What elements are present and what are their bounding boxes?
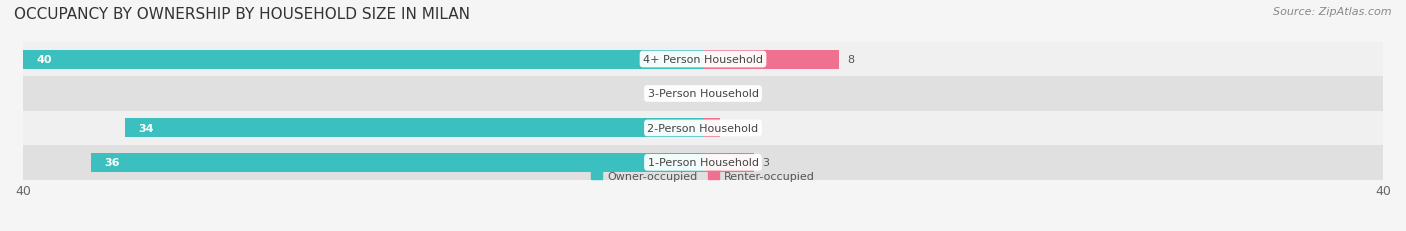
Bar: [22, 77, 1384, 111]
Text: 1-Person Household: 1-Person Household: [648, 158, 758, 168]
Text: 0: 0: [711, 89, 718, 99]
Text: 3-Person Household: 3-Person Household: [648, 89, 758, 99]
Text: 34: 34: [139, 123, 155, 133]
Bar: [22, 111, 1384, 146]
Bar: [703, 119, 720, 138]
Text: Source: ZipAtlas.com: Source: ZipAtlas.com: [1274, 7, 1392, 17]
Text: 36: 36: [104, 158, 120, 168]
Text: 3: 3: [762, 158, 769, 168]
Text: 1: 1: [728, 123, 735, 133]
Bar: [703, 50, 839, 69]
Bar: [703, 153, 754, 172]
Text: 4+ Person Household: 4+ Person Household: [643, 55, 763, 65]
Bar: [91, 153, 703, 172]
Bar: [22, 43, 1384, 77]
Text: 0: 0: [682, 89, 689, 99]
Legend: Owner-occupied, Renter-occupied: Owner-occupied, Renter-occupied: [592, 171, 814, 181]
Bar: [22, 50, 703, 69]
Text: OCCUPANCY BY OWNERSHIP BY HOUSEHOLD SIZE IN MILAN: OCCUPANCY BY OWNERSHIP BY HOUSEHOLD SIZE…: [14, 7, 470, 22]
Bar: [22, 146, 1384, 180]
Text: 40: 40: [37, 55, 52, 65]
Text: 8: 8: [848, 55, 855, 65]
Bar: [125, 119, 703, 138]
Text: 2-Person Household: 2-Person Household: [647, 123, 759, 133]
